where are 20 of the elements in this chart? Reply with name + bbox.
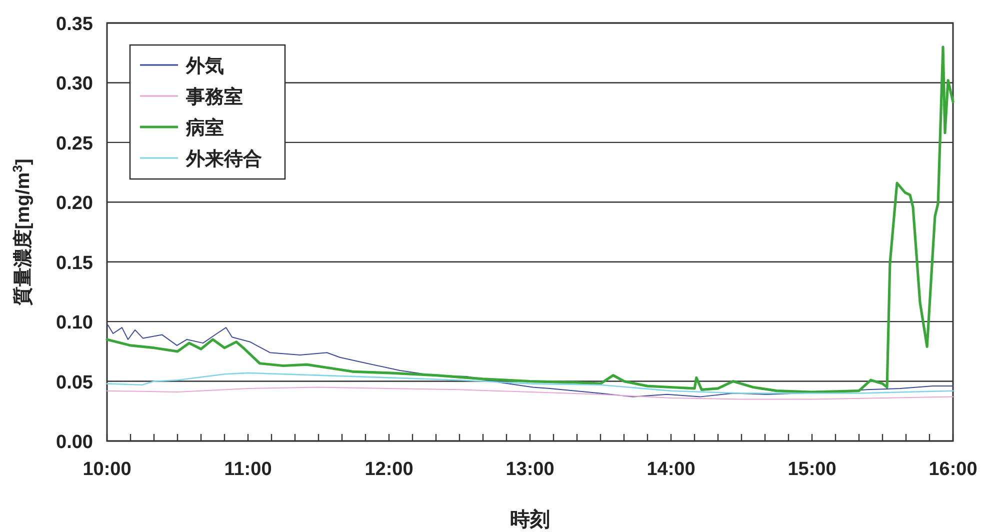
y-tick-label: 0.20 [56,193,93,214]
y-tick-label: 0.10 [56,312,93,334]
x-tick-label: 14:00 [646,459,696,480]
x-axis-title: 時刻 [510,508,550,531]
legend-label: 病室 [185,117,224,139]
y-tick-label: 0.00 [56,432,93,453]
x-tick-label: 11:00 [224,459,272,480]
y-tick-label: 0.35 [56,14,94,35]
x-tick-label: 15:00 [788,459,836,480]
x-tick-label: 12:00 [364,459,414,480]
x-tick-label: 16:00 [928,459,978,480]
legend-label: 外来待合 [185,148,262,170]
y-tick-label: 0.05 [56,372,94,394]
legend-label: 事務室 [185,86,243,108]
x-tick-label: 10:00 [82,459,132,480]
x-tick-label: 13:00 [506,459,554,480]
legend-label: 外気 [185,56,224,77]
y-tick-label: 0.15 [56,252,94,274]
y-tick-label: 0.25 [56,133,94,154]
y-tick-label: 0.30 [56,74,93,95]
